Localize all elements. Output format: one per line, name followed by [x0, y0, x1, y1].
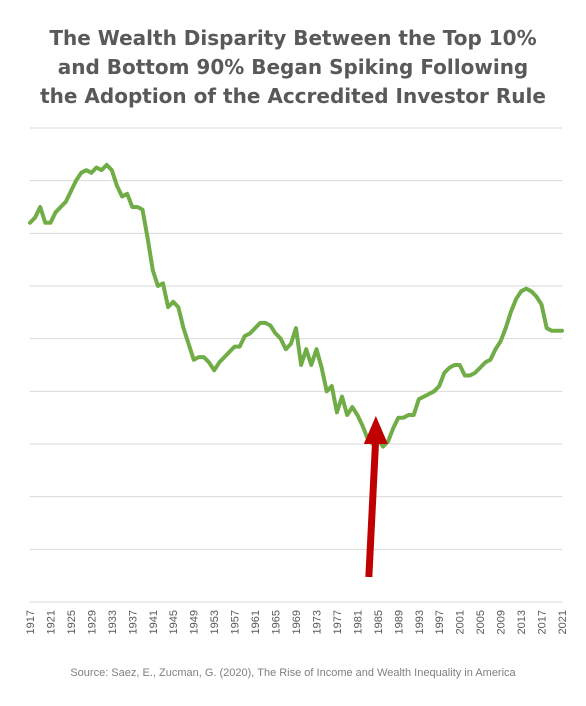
x-tick-label: 1989: [393, 610, 405, 634]
x-tick-label: 1969: [291, 610, 303, 634]
x-tick-label: 1937: [127, 610, 139, 634]
title-line-2: and Bottom 90% Began Spiking Following: [57, 55, 529, 79]
x-tick-label: 1945: [168, 610, 180, 634]
arrow-shaft: [365, 435, 380, 578]
x-tick-label: 1973: [311, 610, 323, 634]
arrow-head: [363, 416, 388, 444]
x-tick-label: 1981: [352, 610, 364, 634]
title-line-1: The Wealth Disparity Between the Top 10%: [49, 26, 537, 50]
source-note: Source: Saez, E., Zucman, G. (2020), The…: [70, 667, 516, 679]
x-tick-label: 1933: [107, 610, 119, 634]
x-tick-label: 2013: [516, 610, 528, 634]
x-tick-label: 1941: [148, 610, 160, 634]
x-tick-label: 1961: [250, 610, 262, 634]
x-tick-label: 1997: [434, 610, 446, 634]
x-tick-label: 1925: [66, 610, 78, 634]
x-tick-label: 2001: [455, 610, 467, 634]
x-tick-label: 1985: [373, 610, 385, 634]
x-tick-label: 1929: [86, 610, 98, 634]
title-line-3: the Adoption of the Accredited Investor …: [40, 84, 546, 108]
x-tick-label: 2021: [557, 610, 569, 634]
x-tick-label: 1965: [271, 610, 283, 634]
x-tick-label: 2005: [475, 610, 487, 634]
x-tick-label: 1957: [230, 610, 242, 634]
x-tick-label: 2009: [496, 610, 508, 634]
series-line: [28, 162, 564, 449]
chart-title: The Wealth Disparity Between the Top 10%…: [0, 24, 586, 111]
x-tick-label: 1921: [45, 610, 57, 634]
x-tick-label: 2017: [537, 610, 549, 634]
x-tick-label: 1993: [414, 610, 426, 634]
x-tick-label: 1949: [189, 610, 201, 634]
x-tick-label: 1977: [332, 610, 344, 634]
x-tick-label: 1953: [209, 610, 221, 634]
x-tick-label: 1917: [25, 610, 37, 634]
